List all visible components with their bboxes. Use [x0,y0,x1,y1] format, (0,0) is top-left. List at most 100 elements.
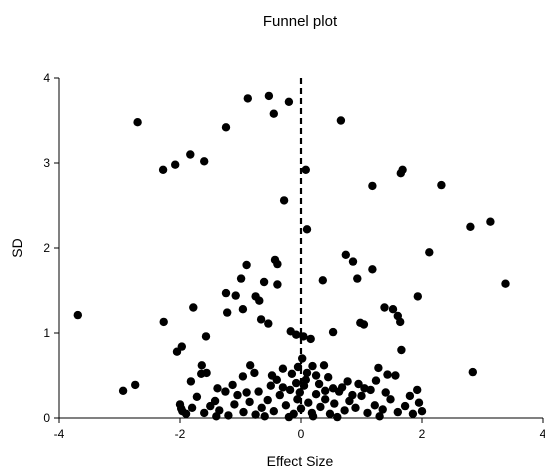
data-point [264,91,274,101]
data-point [328,327,338,337]
data-point [260,412,269,421]
x-axis-title: Effect Size [267,453,334,469]
data-point [340,406,349,415]
data-point [341,250,350,259]
data-point [351,403,360,412]
data-point [308,361,317,371]
data-point [200,157,209,166]
data-point [370,401,379,410]
data-point [254,387,263,396]
plot-area: -4 -2 0 2 4 0 1 2 3 4 [43,71,545,441]
data-point [380,303,389,312]
data-point [336,116,346,125]
data-point [236,274,246,283]
data-point [221,288,231,298]
data-point [187,403,197,412]
x-tick-label: -2 [175,427,186,441]
data-point [292,378,301,388]
data-point [245,397,254,407]
data-point [396,169,405,178]
data-point [306,334,315,344]
data-point [302,225,312,234]
y-tick-label: 1 [43,326,50,340]
data-point [386,395,395,404]
data-point [333,412,342,422]
data-point [256,315,266,324]
data-point [375,412,384,421]
data-point [259,277,269,287]
data-point [257,403,266,412]
data-point [233,390,242,400]
data-point [405,391,415,401]
data-point [368,181,377,191]
data-point [284,412,294,422]
data-point [393,407,402,417]
data-point [285,385,295,395]
data-point [239,407,248,417]
x-tick-label: 4 [540,427,545,441]
y-tick-label: 4 [43,71,50,85]
data-point [308,412,318,421]
x-tick-label: -4 [54,427,65,441]
data-point [301,165,310,174]
x-tick-label: 2 [419,427,426,441]
data-point [383,370,392,379]
data-point [304,398,313,407]
data-point [319,361,329,370]
data-point [408,409,418,418]
data-point [381,388,390,397]
data-point [396,317,405,327]
data-point [468,367,477,377]
data-point [200,408,209,418]
data-point [192,392,202,401]
data-point [221,387,230,396]
data-point [238,305,248,314]
data-point [311,371,321,380]
data-point [221,123,231,132]
data-points [73,91,510,422]
data-point [302,368,312,378]
data-point [413,385,422,395]
data-point [278,383,288,392]
data-point [321,386,330,395]
data-point [272,375,281,384]
data-point [189,303,198,312]
data-point [266,381,275,390]
data-point [133,118,142,127]
data-point [251,292,260,301]
data-point [264,319,273,328]
data-point [417,407,427,416]
y-tick-label: 3 [43,156,50,170]
data-point [425,248,434,257]
data-point [368,265,377,274]
data-point [354,379,363,389]
data-point [486,217,495,226]
data-point [363,408,372,418]
data-point [388,305,398,314]
data-point [330,399,339,408]
data-point [210,396,220,406]
data-point [246,361,255,370]
data-point [293,395,302,404]
data-point [202,368,211,378]
data-point [318,276,327,285]
data-point [366,385,375,395]
data-point [284,97,294,107]
data-point [437,180,446,190]
data-point [374,363,383,373]
data-point [400,401,410,411]
data-point [251,410,260,419]
data-point [118,386,128,395]
data-point [238,372,248,381]
data-point [391,371,400,380]
data-point [314,379,324,389]
data-point [263,395,272,405]
axis-ticks: -4 -2 0 2 4 0 1 2 3 4 [43,71,545,441]
chart-title: Funnel plot [263,13,338,30]
y-axis-title: SD [9,238,25,257]
data-point [171,160,180,169]
data-point [273,259,282,269]
data-point [321,395,330,404]
data-point [316,402,325,412]
